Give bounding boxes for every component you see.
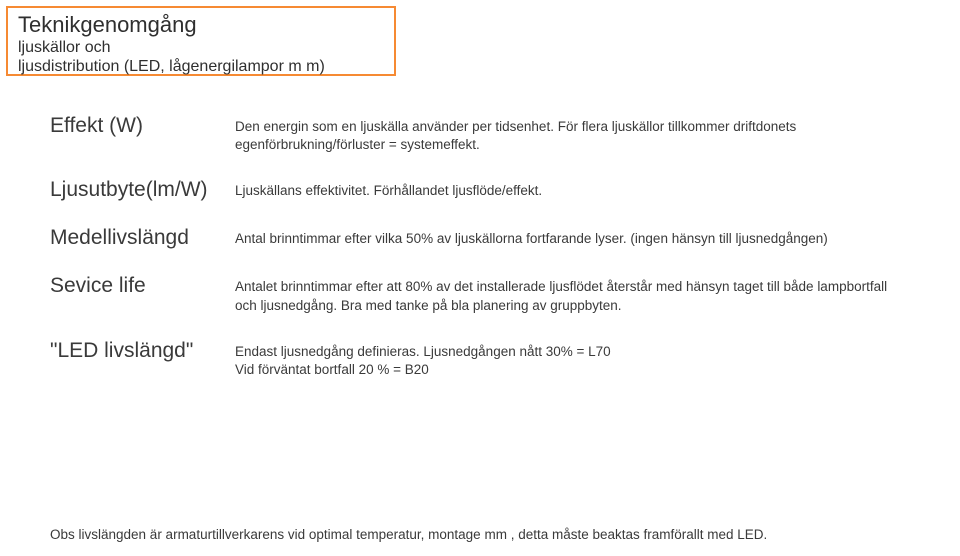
term-description: Den energin som en ljuskälla använder pe… xyxy=(235,114,910,154)
term-description: Ljuskällans effektivitet. Förhållandet l… xyxy=(235,178,542,200)
footnote: Obs livslängden är armaturtillverkarens … xyxy=(50,527,910,542)
page-title: Teknikgenomgång xyxy=(18,12,384,38)
term-description: Antalet brinntimmar efter att 80% av det… xyxy=(235,274,910,314)
definition-row: Effekt (W) Den energin som en ljuskälla … xyxy=(50,114,910,154)
definition-row: Medellivslängd Antal brinntimmar efter v… xyxy=(50,226,910,250)
definition-row: Sevice life Antalet brinntimmar efter at… xyxy=(50,274,910,314)
term-label: "LED livslängd" xyxy=(50,339,235,363)
term-description: Endast ljusnedgång definieras. Ljusnedgå… xyxy=(235,339,611,379)
term-label: Medellivslängd xyxy=(50,226,235,250)
definitions-list: Effekt (W) Den energin som en ljuskälla … xyxy=(50,114,910,397)
header-box: Teknikgenomgång ljuskällor och ljusdistr… xyxy=(6,6,396,76)
page-subtitle-line1: ljuskällor och xyxy=(18,38,384,57)
definition-row: Ljusutbyte(lm/W) Ljuskällans effektivite… xyxy=(50,178,910,202)
term-label: Sevice life xyxy=(50,274,235,298)
term-label: Effekt (W) xyxy=(50,114,235,138)
term-label: Ljusutbyte(lm/W) xyxy=(50,178,235,202)
term-description: Antal brinntimmar efter vilka 50% av lju… xyxy=(235,226,828,248)
definition-row: "LED livslängd" Endast ljusnedgång defin… xyxy=(50,339,910,379)
page-subtitle-line2: ljusdistribution (LED, lågenergilampor m… xyxy=(18,57,384,76)
